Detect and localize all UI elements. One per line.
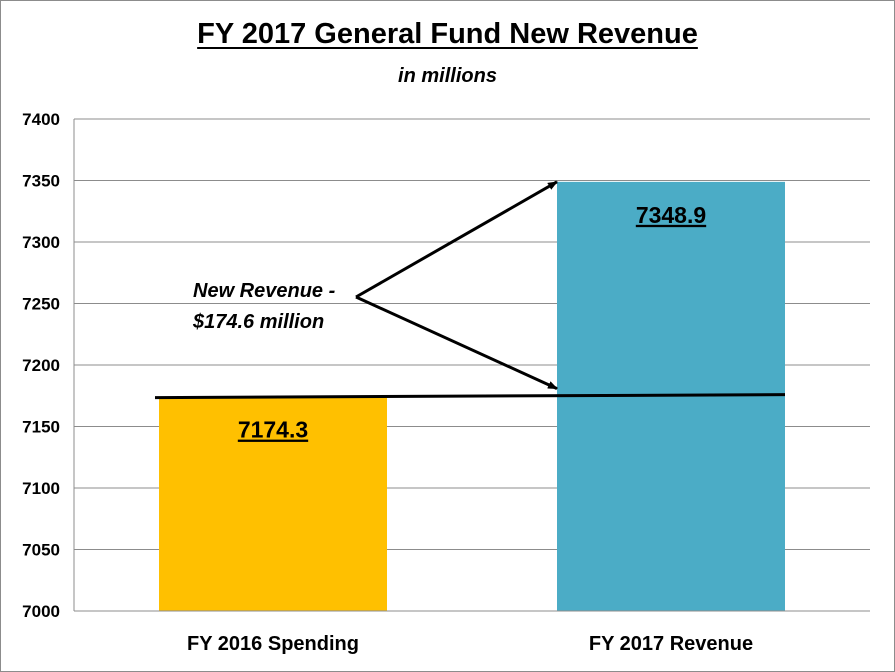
data-label: 7348.9: [636, 202, 706, 228]
arrow-to-revenue: [355, 180, 558, 299]
x-category-label: FY 2017 Revenue: [589, 633, 753, 655]
chart-subtitle: in millions: [398, 65, 497, 87]
y-tick-label: 7000: [22, 602, 60, 621]
y-tick-label: 7150: [22, 418, 60, 437]
annotation-new-revenue-line1: New Revenue -: [193, 280, 336, 302]
y-tick-label: 7050: [22, 541, 60, 560]
data-label: 7174.3: [238, 417, 308, 443]
x-category-label: FY 2016 Spending: [187, 633, 359, 655]
annotation-new-revenue-line2: $174.6 million: [192, 311, 324, 333]
y-tick-label: 7250: [22, 295, 60, 314]
y-tick-label: 7300: [22, 233, 60, 252]
arrow-to-baseline: [355, 295, 558, 390]
y-tick-label: 7200: [22, 356, 60, 375]
chart-title: FY 2017 General Fund New Revenue: [197, 18, 698, 50]
reference-line: [154, 393, 786, 400]
y-tick-label: 7100: [22, 479, 60, 498]
bar: [159, 396, 387, 611]
y-tick-label: 7350: [22, 172, 60, 191]
y-tick-label: 7400: [22, 110, 60, 129]
